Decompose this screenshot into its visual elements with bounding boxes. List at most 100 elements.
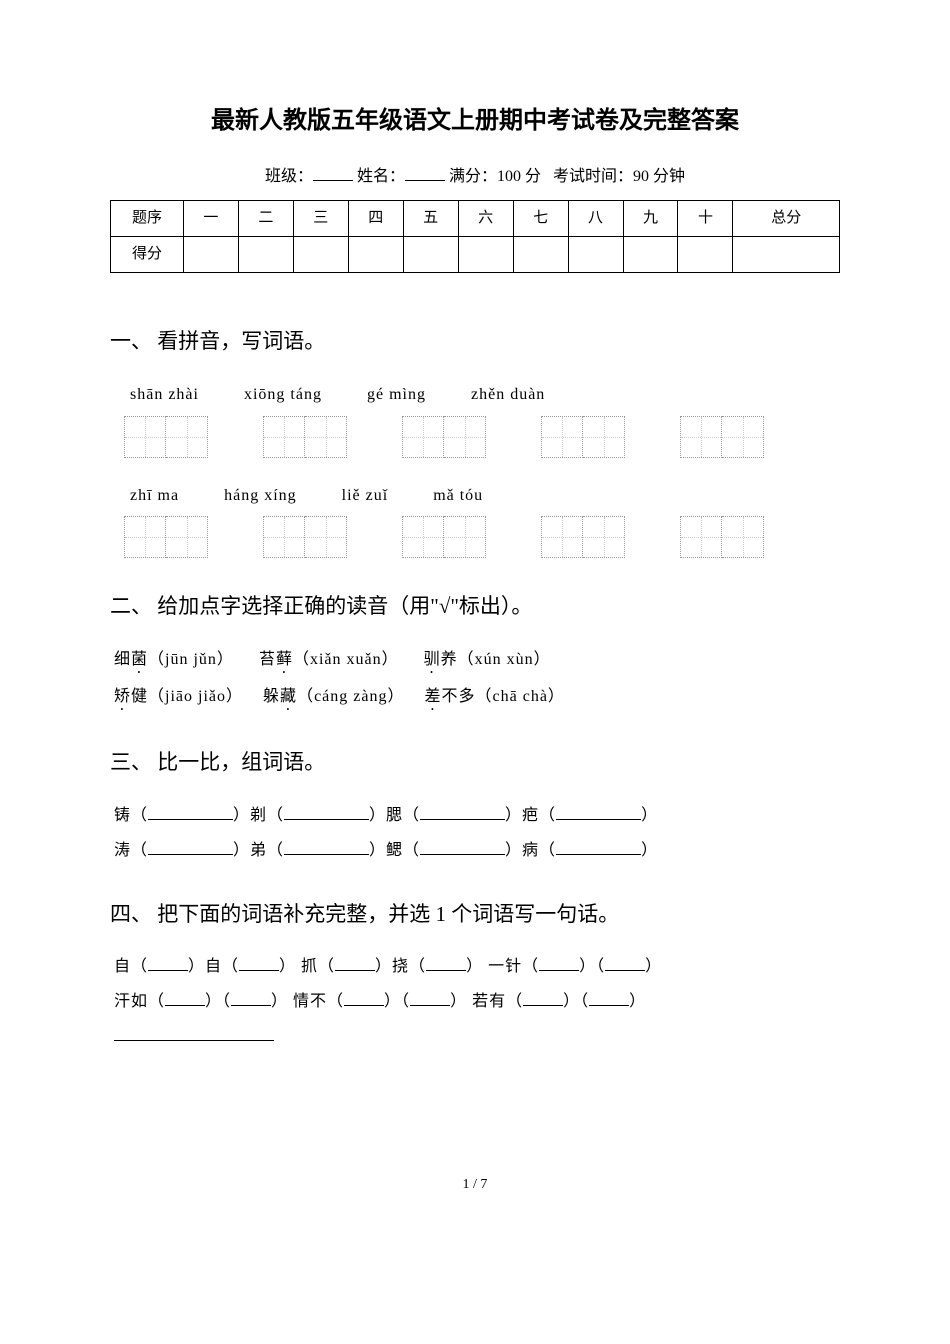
pinyin: zhěn duàn [471,381,545,410]
char-input[interactable] [541,416,625,458]
fill-blank[interactable] [426,955,466,971]
score-cell[interactable] [568,236,623,272]
score-cell[interactable] [238,236,293,272]
exam-title: 最新人教版五年级语文上册期中考试卷及完整答案 [110,100,840,143]
th: 三 [293,200,348,236]
th: 六 [458,200,513,236]
name-blank[interactable] [405,165,445,181]
pinyin-row-1: shān zhài xiōng táng gé mìng zhěn duàn [110,381,840,410]
th: 一 [183,200,238,236]
q3-line1: 铸（）剃（）腮（）疤（） [110,802,840,831]
class-label: 班级： [265,168,313,185]
score-cell[interactable] [623,236,678,272]
fill-blank[interactable] [148,839,233,855]
fill-blank[interactable] [148,804,233,820]
pinyin-choice[interactable]: （chā chà） [476,688,565,705]
pinyin: háng xíng [224,482,297,511]
pinyin: gé mìng [367,381,426,410]
section-2-heading: 二、 给加点字选择正确的读音（用"√"标出）。 [110,588,840,626]
score-cell[interactable] [733,236,840,272]
score-cell[interactable] [183,236,238,272]
word: 苔藓 [259,651,293,668]
q4-sentence [110,1023,840,1052]
fullscore-label: 满分：100 分 [449,168,541,185]
char-input[interactable] [402,516,486,558]
pinyin: xiōng táng [244,381,322,410]
char-input[interactable] [680,516,764,558]
char-input[interactable] [124,516,208,558]
name-label: 姓名： [357,168,405,185]
fill-blank[interactable] [539,955,579,971]
q4-line1: 自（）自（） 抓（）挠（） 一针（）（） [110,953,840,982]
score-cell[interactable] [513,236,568,272]
char-input[interactable] [541,516,625,558]
th: 十 [678,200,733,236]
score-cell[interactable] [678,236,733,272]
fill-blank[interactable] [344,990,384,1006]
char-input[interactable] [680,416,764,458]
fill-blank[interactable] [335,955,375,971]
char-input[interactable] [124,416,208,458]
section-4-heading: 四、 把下面的词语补充完整，并选 1 个词语写一句话。 [110,896,840,934]
char-input[interactable] [263,516,347,558]
fill-blank[interactable] [420,804,505,820]
th: 五 [403,200,458,236]
char-input[interactable] [402,416,486,458]
fill-blank[interactable] [523,990,563,1006]
sentence-blank[interactable] [114,1025,274,1041]
score-table: 题序 一 二 三 四 五 六 七 八 九 十 总分 得分 [110,200,840,273]
fill-blank[interactable] [556,804,641,820]
q2-line2: 矫健（jiāo jiǎo） 躲藏（cáng zàng） 差不多（chā chà） [110,683,840,714]
fill-blank[interactable] [231,990,271,1006]
fill-blank[interactable] [605,955,645,971]
pinyin: liě zuǐ [342,482,389,511]
q2-line1: 细菌（jūn jǔn） 苔藓（xiǎn xuǎn） 驯养（xún xùn） [110,646,840,677]
pinyin-choice[interactable]: （xún xùn） [458,651,551,668]
pinyin-choice[interactable]: （xiǎn xuǎn） [293,651,399,668]
th: 七 [513,200,568,236]
word: 细菌 [114,651,148,668]
pinyin: zhī ma [130,482,179,511]
section-1-heading: 一、 看拼音，写词语。 [110,323,840,361]
th: 九 [623,200,678,236]
pinyin-choice[interactable]: （jūn jǔn） [148,651,234,668]
fill-blank[interactable] [239,955,279,971]
score-cell[interactable] [293,236,348,272]
page-footer: 1 / 7 [110,1172,840,1197]
box-row-1 [110,416,840,458]
pinyin-choice[interactable]: （jiāo jiǎo） [148,688,243,705]
class-blank[interactable] [313,165,353,181]
section-3-heading: 三、 比一比，组词语。 [110,744,840,782]
pinyin: shān zhài [130,381,199,410]
box-row-2 [110,516,840,558]
score-cell[interactable] [403,236,458,272]
th: 总分 [733,200,840,236]
fill-blank[interactable] [148,955,188,971]
fill-blank[interactable] [284,839,369,855]
th: 题序 [111,200,184,236]
th: 八 [568,200,623,236]
fill-blank[interactable] [410,990,450,1006]
table-row: 题序 一 二 三 四 五 六 七 八 九 十 总分 [111,200,840,236]
score-cell[interactable] [458,236,513,272]
fill-blank[interactable] [284,804,369,820]
time-label: 考试时间：90 分钟 [553,168,685,185]
fill-blank[interactable] [165,990,205,1006]
char-input[interactable] [263,416,347,458]
th: 二 [238,200,293,236]
score-cell[interactable] [348,236,403,272]
fill-blank[interactable] [589,990,629,1006]
pinyin-row-2: zhī ma háng xíng liě zuǐ mǎ tóu [110,482,840,511]
pinyin: mǎ tóu [433,482,483,511]
word: 差不多 [424,688,475,705]
word: 矫健 [114,688,148,705]
pinyin-choice[interactable]: （cáng zàng） [297,688,404,705]
q3-line2: 涛（）弟（）鳃（）病（） [110,837,840,866]
exam-meta: 班级： 姓名： 满分：100 分 考试时间：90 分钟 [110,163,840,192]
fill-blank[interactable] [556,839,641,855]
table-row: 得分 [111,236,840,272]
td: 得分 [111,236,184,272]
th: 四 [348,200,403,236]
fill-blank[interactable] [420,839,505,855]
word: 驯养 [424,651,458,668]
